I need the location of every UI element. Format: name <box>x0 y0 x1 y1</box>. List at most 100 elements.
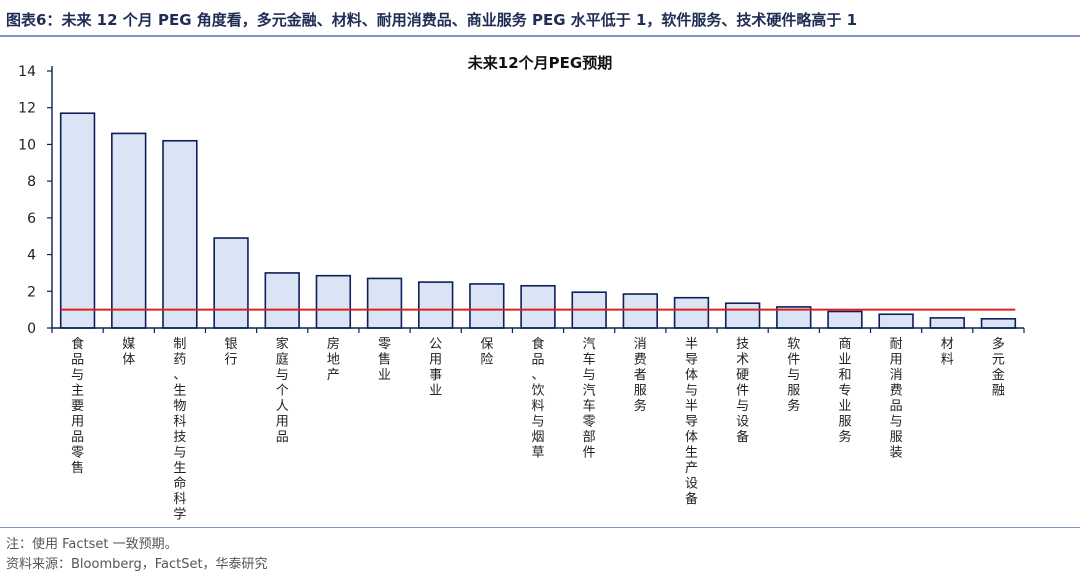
x-category-label: 食品、饮料与烟草 <box>531 336 544 461</box>
x-category-char: 零 <box>71 446 84 461</box>
x-category-char: 用 <box>71 415 84 430</box>
x-category-char: 生 <box>173 384 186 399</box>
bar <box>315 274 352 329</box>
x-category-label: 保险 <box>480 337 493 368</box>
bar <box>980 318 1017 329</box>
x-category-char: 食 <box>531 336 544 352</box>
figure-header: 图表6：未来 12 个月 PEG 角度看，多元金融、材料、耐用消费品、商业服务 … <box>0 0 1080 34</box>
x-category-char: 科 <box>173 492 186 507</box>
y-tick-label: 10 <box>18 137 36 153</box>
x-category-char: 装 <box>890 446 903 461</box>
bar <box>111 132 147 329</box>
x-category-label: 汽车与汽车零部件 <box>583 337 596 461</box>
x-category-char: 导 <box>685 353 698 368</box>
x-category-char: 料 <box>941 353 954 368</box>
bar <box>827 310 863 329</box>
x-category-char: 半 <box>685 337 698 352</box>
x-category-char: 售 <box>378 352 391 368</box>
bar <box>418 281 454 329</box>
x-category-char: 饮 <box>531 384 544 399</box>
x-category-char: 品 <box>71 353 84 368</box>
x-category-char: 半 <box>685 399 698 414</box>
x-category-char: 件 <box>583 446 596 461</box>
x-category-char: 用 <box>890 353 903 368</box>
bar <box>878 313 914 329</box>
x-category-char: 专 <box>838 384 851 399</box>
x-category-char: 导 <box>685 415 698 430</box>
x-category-char: 科 <box>173 415 186 430</box>
x-category-char: 媒 <box>122 337 135 352</box>
x-category-char: 品 <box>71 430 84 445</box>
x-category-char: 物 <box>173 399 186 414</box>
x-category-char: 费 <box>890 384 903 399</box>
x-category-label: 家庭与个人用品 <box>276 336 289 445</box>
x-category-char: 草 <box>531 446 544 461</box>
x-category-char: 业 <box>838 399 851 414</box>
x-category-char: 商 <box>838 337 851 352</box>
bar <box>366 277 403 329</box>
figure-caption: 图表6：未来 12 个月 PEG 角度看，多元金融、材料、耐用消费品、商业服务 … <box>6 9 857 30</box>
x-category-char: 家 <box>276 336 289 352</box>
bar <box>162 139 198 329</box>
y-tick-label: 4 <box>27 248 36 264</box>
x-category-char: 硬 <box>736 368 749 383</box>
x-category-label: 软件与服务 <box>787 337 800 414</box>
x-category-label: 媒体 <box>122 337 135 368</box>
x-category-label: 商业和专业服务 <box>838 337 851 445</box>
x-category-char: 技 <box>173 430 186 445</box>
x-category-char: 术 <box>736 353 749 368</box>
x-category-char: 业 <box>429 384 442 399</box>
x-category-char: 地 <box>327 353 340 368</box>
bar <box>929 317 965 329</box>
x-category-char: 与 <box>685 384 698 399</box>
x-category-char: 部 <box>583 430 596 445</box>
x-category-char: 设 <box>685 477 698 492</box>
bar <box>622 293 658 329</box>
x-category-char: 与 <box>173 446 186 461</box>
x-category-char: 烟 <box>531 430 544 445</box>
x-category-char: 生 <box>685 446 698 461</box>
x-category-char: 人 <box>276 399 289 414</box>
x-category-label: 技术硬件与设备 <box>736 337 749 445</box>
x-category-char: 消 <box>890 368 903 383</box>
x-category-char: 备 <box>685 491 698 507</box>
x-category-char: 费 <box>634 353 647 368</box>
x-category-char: 命 <box>173 476 186 492</box>
x-category-char: 服 <box>890 430 903 445</box>
bar <box>469 283 505 329</box>
x-category-label: 食品与主要用品零售 <box>71 336 84 476</box>
figure-title: 未来 12 个月 PEG 角度看，多元金融、材料、耐用消费品、商业服务 PEG … <box>61 11 858 29</box>
x-category-char: 与 <box>890 415 903 430</box>
x-category-char: 公 <box>429 337 442 352</box>
bar <box>520 284 556 329</box>
bar <box>673 296 710 329</box>
x-category-char: 庭 <box>276 352 289 368</box>
footer-divider <box>0 527 1080 528</box>
x-category-label: 半导体与半导体生产设备 <box>685 337 698 507</box>
x-category-char: 银 <box>225 337 238 352</box>
x-category-char: 件 <box>787 353 800 368</box>
x-category-char: 车 <box>583 398 596 414</box>
bar <box>213 237 249 329</box>
x-category-char: 品 <box>531 353 544 368</box>
x-category-char: 汽 <box>583 384 596 399</box>
x-category-char: 体 <box>685 430 698 445</box>
x-category-char: 主 <box>71 384 84 399</box>
x-category-label: 零售业 <box>378 337 391 383</box>
x-category-char: 体 <box>122 353 135 368</box>
x-category-char: 品 <box>276 430 289 445</box>
x-category-char: 要 <box>71 399 84 414</box>
x-category-char: 服 <box>787 384 800 399</box>
x-axis: 食品与主要用品零售媒体制药、生物科技与生命科学银行家庭与个人用品房地产零售业公用… <box>51 327 1025 523</box>
x-category-label: 多元金融 <box>992 336 1005 399</box>
x-category-char: 产 <box>327 368 340 383</box>
x-category-char: 车 <box>583 352 596 368</box>
x-category-char: 险 <box>480 353 493 368</box>
x-category-char: 业 <box>378 368 391 383</box>
x-category-char: 备 <box>736 429 749 445</box>
y-tick-label: 8 <box>27 174 36 190</box>
x-category-char: 产 <box>685 461 698 476</box>
x-category-char: 多 <box>992 336 1005 352</box>
y-tick-label: 6 <box>27 211 36 227</box>
